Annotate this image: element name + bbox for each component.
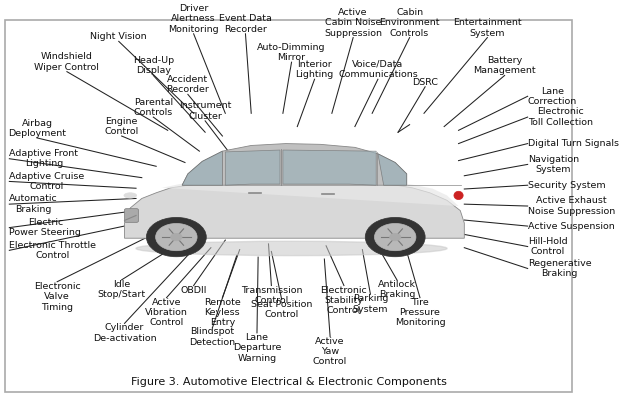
Text: Electronic
Toll Collection: Electronic Toll Collection [528, 107, 593, 127]
Text: Driver
Alertness
Monitoring: Driver Alertness Monitoring [168, 4, 219, 34]
Text: OBDII: OBDII [181, 286, 207, 295]
Polygon shape [225, 150, 280, 185]
Text: Remote
Keyless
Entry: Remote Keyless Entry [204, 298, 241, 327]
Text: Lane
Departure
Warning: Lane Departure Warning [233, 333, 281, 363]
Circle shape [171, 233, 182, 241]
Text: Event Data
Recorder: Event Data Recorder [219, 14, 272, 34]
Polygon shape [182, 151, 223, 185]
Text: Electronic
Stability
Control: Electronic Stability Control [320, 286, 367, 315]
Text: Regenerative
Braking: Regenerative Braking [528, 259, 591, 278]
Text: Electronic Throttle
Control: Electronic Throttle Control [9, 241, 97, 260]
Text: Digital Turn Signals: Digital Turn Signals [528, 139, 619, 148]
Polygon shape [182, 144, 407, 185]
Text: Seat Position
Control: Seat Position Control [251, 299, 312, 319]
Text: Blindspot
Detection: Blindspot Detection [189, 327, 236, 346]
Text: Cabin
Environment
Controls: Cabin Environment Controls [379, 8, 440, 38]
Text: Head-Up
Display: Head-Up Display [133, 56, 174, 76]
Text: Automatic
Braking: Automatic Braking [9, 194, 58, 214]
Text: Tire
Pressure
Monitoring: Tire Pressure Monitoring [394, 298, 445, 327]
Text: Electronic
Valve
Timing: Electronic Valve Timing [34, 282, 80, 312]
Text: Auto-Dimming
Mirror: Auto-Dimming Mirror [257, 43, 326, 62]
Polygon shape [283, 150, 376, 185]
Text: Active
Yaw
Control: Active Yaw Control [313, 337, 347, 366]
Polygon shape [125, 181, 465, 238]
Text: Security System: Security System [528, 181, 605, 190]
Polygon shape [378, 154, 407, 185]
Text: Accident
Recorder: Accident Recorder [166, 75, 209, 94]
Text: Active Exhaust
Noise Suppression: Active Exhaust Noise Suppression [528, 196, 615, 216]
Circle shape [374, 223, 416, 251]
Text: DSRC: DSRC [412, 78, 438, 87]
Text: Transmission
Control: Transmission Control [241, 286, 302, 305]
Text: Idle
Stop/Start: Idle Stop/Start [98, 280, 145, 299]
Text: Night Vision: Night Vision [90, 32, 147, 41]
Text: Antilock
Braking: Antilock Braking [378, 280, 416, 299]
Text: Windshield
Wiper Control: Windshield Wiper Control [34, 52, 99, 72]
Polygon shape [162, 179, 458, 206]
Text: Figure 3. Automotive Electrical & Electronic Components: Figure 3. Automotive Electrical & Electr… [130, 377, 446, 386]
Circle shape [366, 217, 425, 257]
Text: Parking
System: Parking System [352, 294, 388, 314]
Ellipse shape [124, 193, 137, 198]
Text: Voice/Data
Communications: Voice/Data Communications [338, 60, 418, 79]
Text: Adaptive Cruise
Control: Adaptive Cruise Control [9, 172, 85, 191]
Text: Airbag
Deployment: Airbag Deployment [8, 118, 66, 138]
Text: Lane
Correction: Lane Correction [528, 87, 577, 106]
Text: Adaptive Front
Lighting: Adaptive Front Lighting [9, 149, 78, 168]
Circle shape [146, 217, 206, 257]
Ellipse shape [454, 191, 463, 200]
Text: Active
Vibration
Control: Active Vibration Control [145, 298, 188, 327]
FancyBboxPatch shape [125, 209, 139, 222]
Text: Active
Cabin Noise
Suppression: Active Cabin Noise Suppression [324, 8, 382, 38]
Ellipse shape [136, 241, 447, 256]
Text: Hill-Hold
Control: Hill-Hold Control [528, 237, 567, 256]
Text: Battery
Management: Battery Management [473, 56, 536, 76]
Text: Engine
Control: Engine Control [105, 116, 139, 136]
Text: Entertainment
System: Entertainment System [453, 18, 522, 38]
Text: Interior
Lighting: Interior Lighting [295, 60, 334, 79]
Text: Navigation
System: Navigation System [528, 155, 579, 174]
Text: Electric
Power Steering: Electric Power Steering [9, 218, 82, 237]
Text: Active Suspension: Active Suspension [528, 222, 614, 230]
Text: Instrument
Cluster: Instrument Cluster [179, 101, 231, 121]
Circle shape [155, 223, 197, 251]
Text: Cylinder
De-activation: Cylinder De-activation [93, 324, 156, 343]
Circle shape [389, 233, 401, 241]
Text: Parental
Controls: Parental Controls [134, 98, 173, 117]
